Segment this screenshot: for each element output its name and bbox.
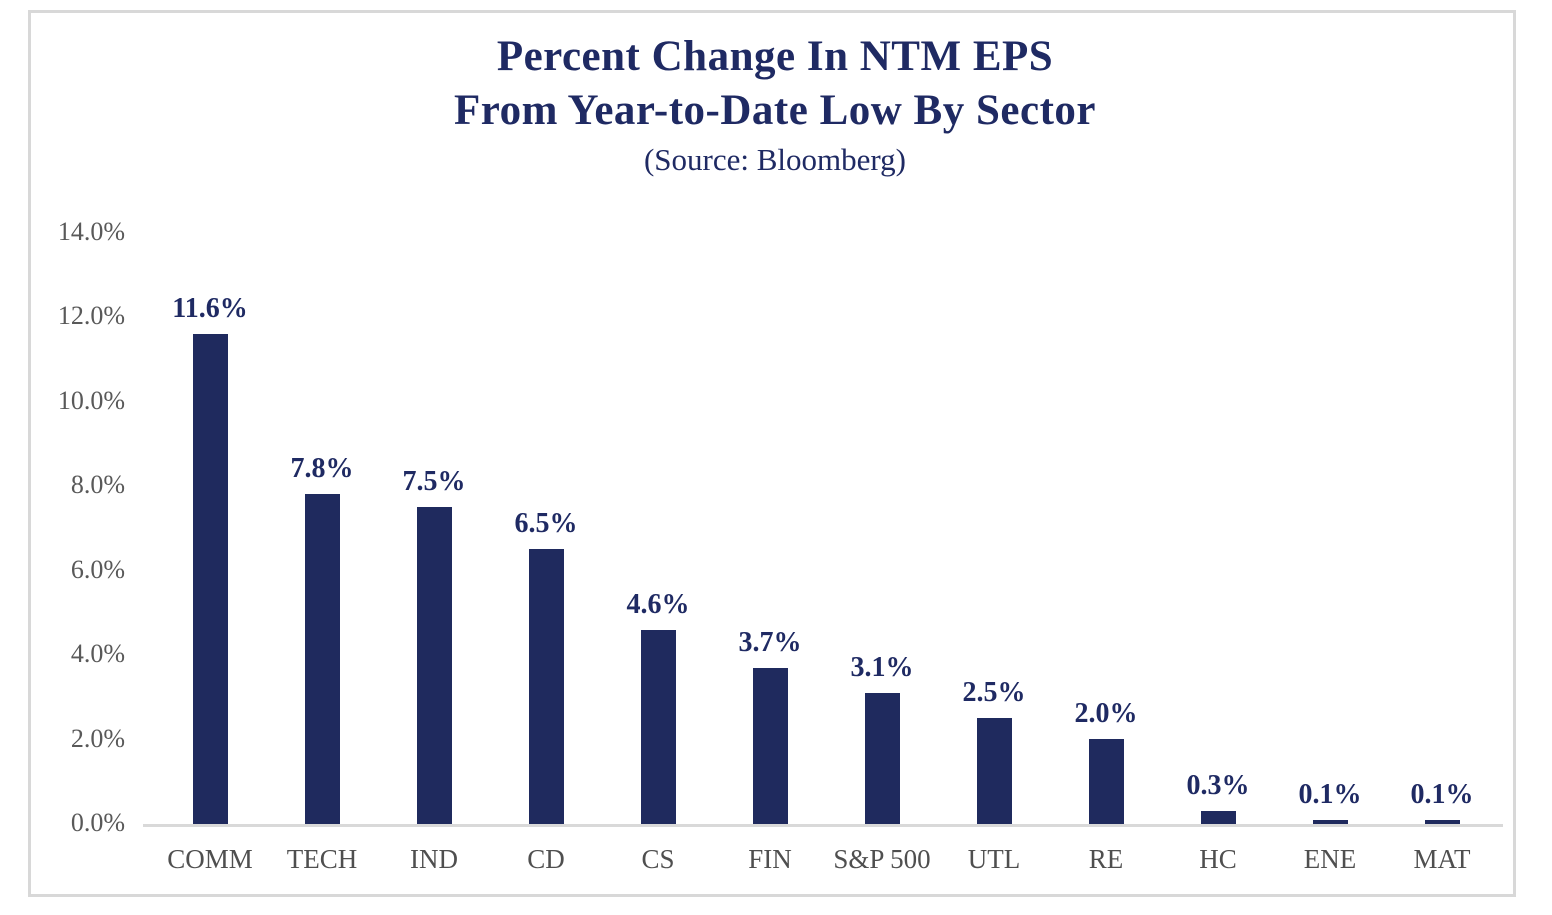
bar-value-label: 3.1% [850, 651, 914, 683]
bar-re [1088, 739, 1124, 824]
bar-s-p-500 [864, 692, 900, 824]
bar-utl [976, 718, 1012, 824]
x-axis-label: CD [527, 844, 565, 874]
bar-value-label: 3.7% [738, 626, 802, 658]
bar-hc [1200, 811, 1236, 824]
x-axis-category-labels: COMM TECH IND CD CS FIN S&P 500 UTL RE HC ENE MAT [154, 842, 1498, 876]
bar-slot: 3.1% [826, 232, 938, 824]
bar-value-label: 0.1% [1298, 778, 1362, 810]
x-axis-label: IND [410, 844, 458, 874]
bar-slot: 2.5% [938, 232, 1050, 824]
x-axis-label: MAT [1413, 844, 1471, 874]
x-axis-label: CS [641, 844, 675, 874]
bar-slot: 11.6% [154, 232, 266, 824]
bar-value-label: 7.8% [290, 453, 354, 485]
x-axis-label: TECH [286, 844, 358, 874]
x-axis-label: RE [1088, 844, 1124, 874]
chart-title-line-1: Percent Change In NTM EPS [496, 33, 1054, 80]
y-tick-label: 14.0% [57, 217, 125, 246]
bar-slot: 3.7% [714, 232, 826, 824]
chart-title-line-2: From Year-to-Date Low By Sector [454, 87, 1096, 134]
bar-comm [192, 333, 228, 824]
x-axis-line [143, 824, 1503, 827]
bar-tech [304, 494, 340, 824]
chart-source-subtitle: (Source: Bloomberg) [643, 142, 907, 177]
bar-slot: 0.1% [1274, 232, 1386, 824]
bar-value-label: 11.6% [172, 292, 248, 324]
bar-value-label: 0.3% [1186, 770, 1250, 802]
y-tick-label: 4.0% [70, 639, 125, 669]
bar-ene [1312, 819, 1348, 824]
x-axis-label: ENE [1303, 844, 1357, 874]
bar-slot: 0.1% [1386, 232, 1498, 824]
bar-value-label: 0.1% [1410, 778, 1474, 810]
bar-cs [640, 629, 676, 824]
bar-value-label: 7.5% [402, 465, 466, 497]
bar-fin [752, 667, 788, 824]
y-tick-label: 10.0% [57, 385, 125, 415]
bar-ind [416, 506, 452, 824]
bar-slot: 7.8% [266, 232, 378, 824]
bar-slot: 2.0% [1050, 232, 1162, 824]
y-tick-label: 0.0% [70, 808, 125, 837]
y-tick-label: 12.0% [57, 301, 125, 331]
plot-area: 11.6% 7.8% 7.5% 6.5% 4.6% 3.7% 3.1% 2.5% 2.0% 0.3… [143, 232, 1503, 827]
x-axis-label: S&P 500 [833, 844, 931, 874]
bar-value-label: 4.6% [626, 588, 690, 620]
y-tick-label: 2.0% [70, 723, 125, 753]
y-axis-tick-labels: 14.0% 12.0% 10.0% 8.0% 6.0% 4.0% 2.0% 0.0% [40, 217, 125, 837]
bar-slot: 7.5% [378, 232, 490, 824]
x-axis-label: COMM [167, 844, 253, 874]
bar-mat [1424, 819, 1460, 824]
bar-cd [528, 549, 564, 824]
bar-slot: 6.5% [490, 232, 602, 824]
y-tick-label: 8.0% [70, 470, 125, 500]
bar-slot: 0.3% [1162, 232, 1274, 824]
x-axis-label: FIN [748, 844, 792, 874]
y-tick-label: 6.0% [70, 554, 125, 584]
bar-value-label: 2.0% [1074, 698, 1138, 730]
bar-value-label: 6.5% [514, 508, 578, 540]
x-axis-label: HC [1199, 844, 1237, 874]
x-axis-label: UTL [967, 844, 1021, 874]
bar-value-label: 2.5% [962, 677, 1026, 709]
chart-title-block: Percent Change In NTM EPS From Year-to-D… [28, 30, 1522, 182]
bar-slot: 4.6% [602, 232, 714, 824]
